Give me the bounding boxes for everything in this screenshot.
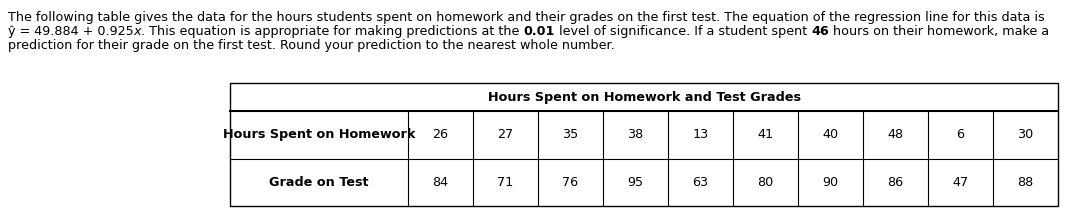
Text: level of significance. If a student spent: level of significance. If a student spen… [556, 25, 812, 38]
Text: 63: 63 [692, 176, 709, 189]
Text: x: x [133, 25, 141, 38]
Text: Hours Spent on Homework and Test Grades: Hours Spent on Homework and Test Grades [487, 90, 801, 104]
Text: 0.01: 0.01 [524, 25, 556, 38]
Text: . This equation is appropriate for making predictions at the: . This equation is appropriate for makin… [141, 25, 524, 38]
Text: 95: 95 [627, 176, 643, 189]
Text: 71: 71 [497, 176, 513, 189]
Text: 88: 88 [1018, 176, 1034, 189]
Text: 30: 30 [1018, 128, 1034, 141]
Text: The following table gives the data for the hours students spent on homework and : The following table gives the data for t… [8, 11, 1045, 24]
Text: 26: 26 [433, 128, 448, 141]
Text: hours on their homework, make a: hours on their homework, make a [829, 25, 1049, 38]
Text: 76: 76 [562, 176, 578, 189]
Text: 6: 6 [957, 128, 965, 141]
Text: 47: 47 [953, 176, 969, 189]
Text: 38: 38 [627, 128, 643, 141]
Text: 80: 80 [757, 176, 774, 189]
Text: 13: 13 [692, 128, 709, 141]
Text: ŷ = 49.884 + 0.925: ŷ = 49.884 + 0.925 [8, 25, 133, 38]
Text: 48: 48 [888, 128, 904, 141]
Text: 84: 84 [433, 176, 448, 189]
Text: Grade on Test: Grade on Test [269, 176, 369, 189]
Text: 35: 35 [562, 128, 578, 141]
Text: 40: 40 [822, 128, 839, 141]
Text: prediction for their grade on the first test. Round your prediction to the neare: prediction for their grade on the first … [8, 39, 615, 52]
Text: Hours Spent on Homework: Hours Spent on Homework [222, 128, 416, 141]
Text: 90: 90 [822, 176, 839, 189]
Text: 27: 27 [497, 128, 513, 141]
Bar [230, 83, 1058, 206]
Text: 41: 41 [757, 128, 774, 141]
Text: 86: 86 [888, 176, 904, 189]
Text: 46: 46 [812, 25, 829, 38]
